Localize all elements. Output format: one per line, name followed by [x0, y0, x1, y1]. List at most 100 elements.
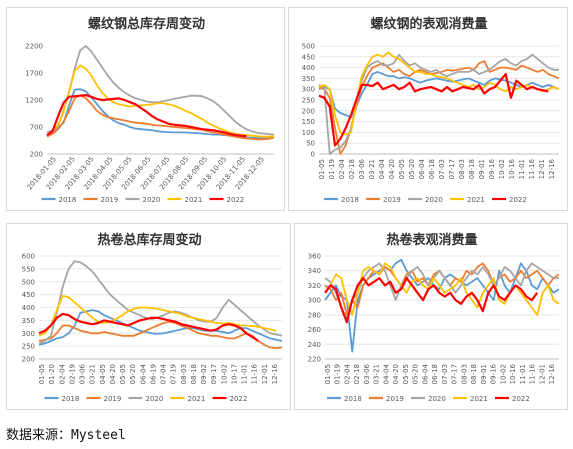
y-tick-label: 300 [302, 86, 315, 94]
legend-label-2022: 2022 [509, 196, 527, 204]
legend-label-2021: 2021 [185, 196, 203, 204]
y-tick-label: 150 [302, 118, 315, 126]
series-line-2020 [38, 260, 283, 345]
x-tick-label: 05-20 [412, 364, 420, 384]
legend-label-2021: 2021 [467, 196, 485, 204]
y-tick-label: 0 [311, 151, 315, 159]
x-tick-label: 01-19 [334, 364, 342, 384]
series-line-2022 [38, 312, 259, 342]
y-tick-label: 200 [22, 356, 35, 364]
chart-panel-rebar-inventory: 螺纹钢总库存周变动 200 700 1200 1700 2200 2018-01-05 201… [6, 7, 285, 211]
legend-label-2022: 2022 [512, 395, 530, 403]
x-tick-label: 04-20 [109, 364, 117, 384]
legend-label-2019: 2019 [383, 196, 401, 204]
chart-svg-0: 螺纹钢总库存周变动2007001200170022002018-01-05201… [25, 16, 275, 204]
y-tick-label: 240 [308, 341, 321, 349]
x-tick-label: 05-20 [408, 159, 416, 179]
x-tick-label: 08-18 [470, 364, 478, 384]
chart-panel-hrc-inventory: 热卷总库存周变动 200 250 300 350 400 450 500 550 600 01-05… [6, 223, 291, 410]
legend-label-2018: 2018 [341, 196, 359, 204]
series-line-2022 [46, 93, 247, 138]
y-tick-label: 700 [30, 124, 43, 132]
y-tick-label: 400 [22, 304, 35, 312]
source-note: 数据来源：Mysteel [6, 428, 126, 443]
y-tick-label: 360 [308, 253, 321, 261]
series-line-2021 [46, 64, 275, 138]
y-tick-label: 1200 [25, 97, 43, 105]
chart-panel-hrc-consumption: 热卷表观消费量 220 240 260 280 300 320 340 360 01-05 01-1… [294, 223, 568, 410]
y-tick-label: 2200 [25, 43, 43, 51]
y-tick-label: 550 [22, 265, 35, 273]
x-tick-label: 04-20 [392, 364, 400, 384]
legend-label-2018: 2018 [59, 196, 77, 204]
y-tick-label: 350 [22, 317, 35, 325]
y-tick-label: 600 [22, 253, 35, 261]
x-tick-label: 08-18 [190, 364, 198, 384]
x-tick-label: 03-21 [89, 364, 97, 384]
x-tick-label: 05-05 [119, 364, 127, 384]
chart-panel-rebar-consumption: 螺纹钢的表观消费量 0 50 100 150 200 250 300 350 400 450 500 0… [288, 7, 568, 211]
y-tick-label: 350 [302, 75, 315, 83]
x-tick-label: 11-16 [529, 363, 537, 384]
x-tick-label: 02-18 [353, 364, 361, 384]
x-tick-label: 11-01 [519, 364, 527, 384]
x-tick-label: 07-04 [160, 363, 168, 384]
x-tick-label: 07-19 [170, 364, 178, 384]
x-tick-label: 01-05 [318, 159, 326, 179]
x-tick-label: 04-04 [378, 158, 386, 179]
x-tick-label: 01-20 [48, 364, 56, 384]
y-tick-label: 500 [302, 43, 315, 51]
chart-title: 螺纹钢总库存周变动 [88, 16, 205, 32]
x-tick-label: 07-03 [438, 159, 446, 179]
legend-label-2020: 2020 [425, 196, 443, 204]
x-tick-label: 06-04 [139, 363, 147, 384]
x-tick-label: 11-01 [241, 364, 249, 384]
x-tick-label: 12-16 [548, 158, 556, 179]
x-tick-label: 11-01 [518, 159, 526, 179]
x-tick-label: 02-04 [338, 158, 346, 179]
x-tick-label: 10-16 [509, 363, 517, 384]
x-tick-label: 04-04 [382, 363, 390, 384]
y-tick-label: 250 [22, 343, 35, 351]
x-tick-label: 09-16 [490, 363, 498, 384]
chart-svg-1: 螺纹钢的表观消费量 0 50 100 150 200 250 300 350 400 450 500 0… [302, 16, 560, 204]
x-tick-label: 10-16 [508, 158, 516, 179]
x-tick-label: 10-17 [230, 364, 238, 384]
x-tick-label: 08-03 [180, 364, 188, 384]
chart-svg-2: 热卷总库存周变动 200 250 300 350 400 450 500 550 600 01-05… [22, 232, 283, 403]
x-tick-label: 01-05 [324, 364, 332, 384]
x-tick-label: 03-21 [368, 159, 376, 179]
x-tick-label: 12-16 [271, 363, 279, 384]
series-line-2020 [46, 45, 275, 136]
y-tick-label: 220 [308, 356, 321, 364]
x-tick-label: 08-03 [460, 364, 468, 384]
x-tick-label: 09-17 [210, 364, 218, 384]
x-tick-label: 12-01 [261, 364, 269, 384]
x-tick-label: 12-01 [538, 159, 546, 179]
series-line-2020 [324, 262, 559, 320]
series-line-2022 [318, 72, 549, 147]
y-tick-label: 500 [22, 278, 35, 286]
x-tick-label: 06-18 [428, 159, 436, 179]
x-tick-label: 09-01 [478, 159, 486, 179]
series-line-2019 [38, 320, 283, 350]
legend-label-2019: 2019 [104, 395, 122, 403]
y-tick-label: 100 [302, 129, 315, 137]
x-tick-label: 02-19 [68, 364, 76, 384]
y-tick-label: 450 [22, 291, 35, 299]
x-tick-label: 06-04 [418, 158, 426, 179]
x-tick-label: 03-06 [358, 158, 366, 179]
series-line-2021 [324, 262, 560, 316]
x-tick-label: 05-20 [129, 364, 137, 384]
chart-title: 热卷总库存周变动 [97, 232, 201, 248]
y-tick-label: 340 [308, 267, 321, 275]
series-line-2021 [318, 51, 560, 136]
chart-title: 热卷表观消费量 [386, 232, 477, 248]
x-tick-label: 11-16 [251, 363, 259, 384]
x-tick-label: 04-05 [99, 364, 107, 384]
y-tick-label: 200 [30, 151, 43, 159]
x-tick-label: 06-19 [149, 364, 157, 384]
legend-label-2020: 2020 [146, 395, 164, 403]
y-tick-label: 200 [302, 107, 315, 115]
legend-label-2019: 2019 [101, 196, 119, 204]
